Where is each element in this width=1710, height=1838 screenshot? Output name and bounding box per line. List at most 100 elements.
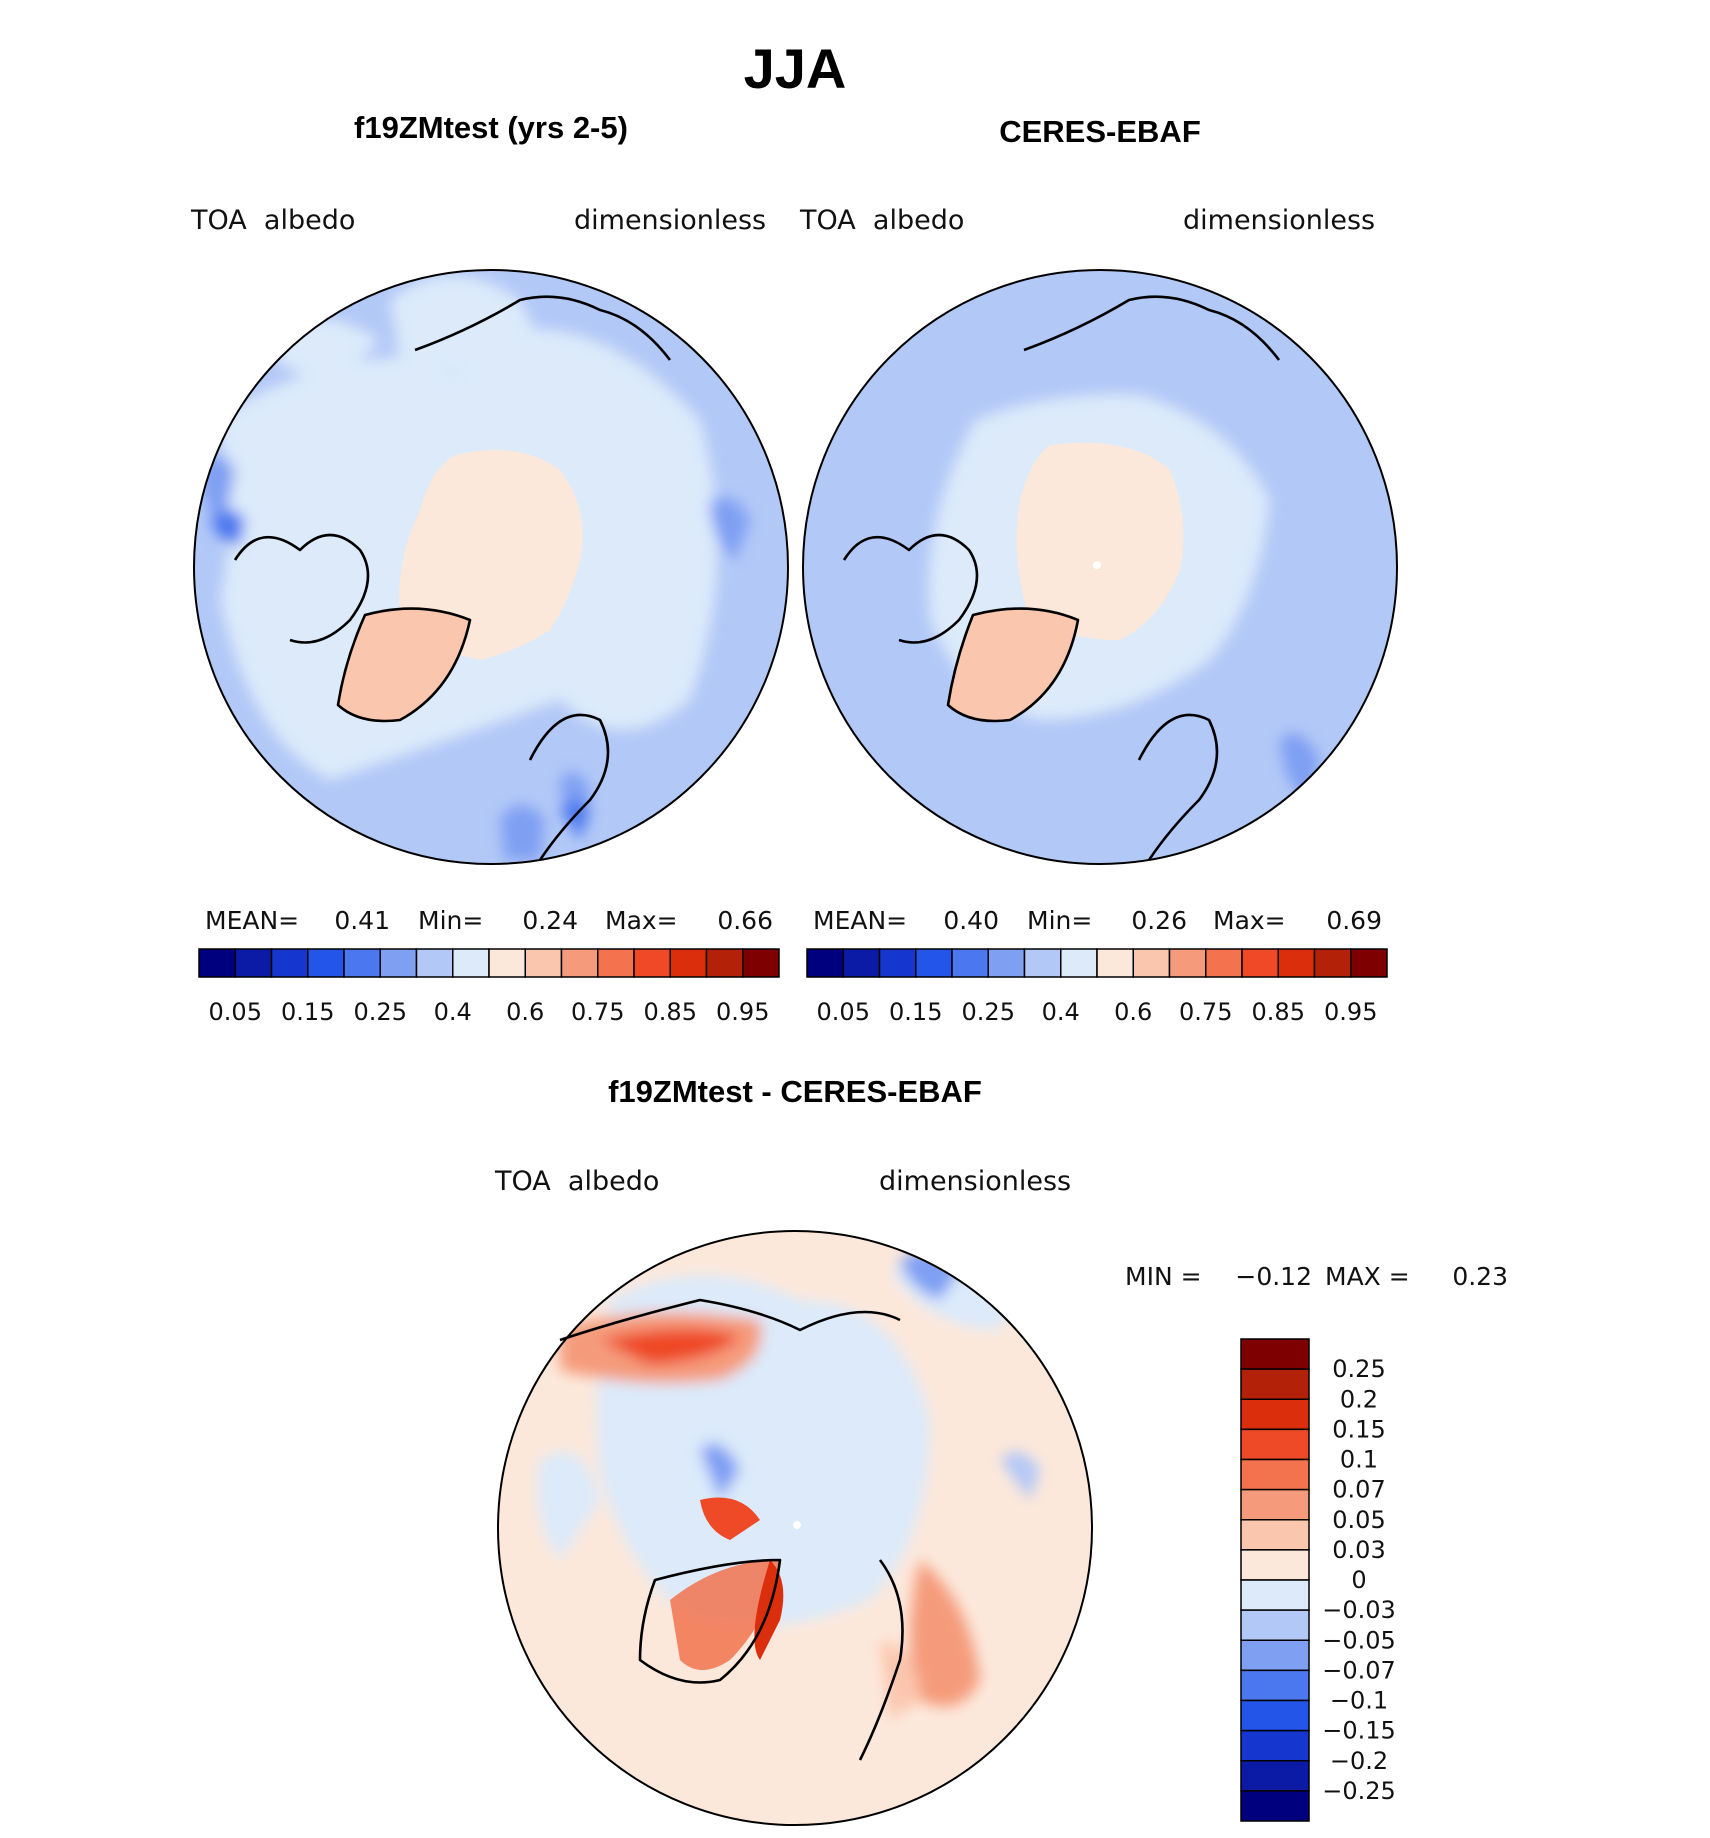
panel-model-max-value: 0.66 xyxy=(717,906,773,935)
panel-diff-colorbar-swatch xyxy=(1240,1639,1310,1672)
panel-obs-variable: TOA albedo xyxy=(799,205,964,236)
panel-obs-title: CERES-EBAF xyxy=(999,114,1201,149)
panel-obs-colorbar-swatch xyxy=(951,948,989,978)
panel-model-coast-america xyxy=(233,533,370,644)
panel-model-colorbar-swatch xyxy=(343,948,381,978)
panel-diff-colorbar-swatch xyxy=(1240,1760,1310,1792)
panel-diff-colorbar-tick-label: 0.05 xyxy=(1332,1506,1385,1534)
panel-model-colorbar-tick-label: 0.75 xyxy=(571,998,624,1026)
panel-obs-colorbar-swatch xyxy=(987,948,1026,978)
panel-diff-colorbar-tick-label: −0.25 xyxy=(1322,1777,1396,1805)
panel-diff-variable: TOA albedo xyxy=(494,1166,659,1197)
panel-obs-colorbar-swatch xyxy=(1277,948,1316,978)
panel-model-colorbar-swatch xyxy=(633,948,671,978)
panel-obs-colorbar-swatch xyxy=(1241,948,1279,978)
panel-diff-colorbar-tick-label: −0.03 xyxy=(1322,1596,1396,1624)
panel-obs-mean-value: 0.40 xyxy=(943,906,999,935)
panel-obs-colorbar-swatch xyxy=(1060,948,1098,978)
panel-model-coast-greenland xyxy=(336,607,472,723)
panel-diff-colorbar-tick-label: 0.07 xyxy=(1332,1476,1385,1504)
panel-model-colorbar-swatch xyxy=(597,948,635,978)
coastlines xyxy=(233,295,1281,1761)
panel-obs-colorbar-swatch xyxy=(842,948,881,978)
panel-model-colorbar-swatch xyxy=(270,948,309,978)
panel-model-variable: TOA albedo xyxy=(190,205,355,236)
panel-model-mean-label: MEAN= xyxy=(205,906,299,935)
panel-obs-colorbar-swatch xyxy=(1168,948,1207,978)
panel-diff-max-value: 0.23 xyxy=(1452,1262,1508,1291)
panel-diff-colorbar-swatch xyxy=(1240,1338,1310,1370)
panel-model-coast-europe xyxy=(528,713,610,861)
panel-obs-min-label: Min= xyxy=(1027,906,1092,935)
panel-diff-coast-eurasia xyxy=(559,1298,901,1342)
panel-diff-colorbar-swatch xyxy=(1240,1488,1310,1521)
panel-model-mean-value: 0.41 xyxy=(334,906,390,935)
panel-obs-colorbar-swatch xyxy=(1023,948,1062,978)
panel-obs-coast-europe xyxy=(1137,713,1219,861)
panel-model-colorbar-swatch xyxy=(669,948,708,978)
panel-model-colorbar-swatch xyxy=(452,948,490,978)
panel-obs-coast-america xyxy=(842,533,979,644)
panel-obs-colorbar-swatch xyxy=(915,948,953,978)
panel-obs-colorbar-tick-label: 0.75 xyxy=(1179,998,1232,1026)
panel-diff-colorbar-tick-label: 0.1 xyxy=(1340,1446,1378,1474)
panel-obs-colorbar-swatch xyxy=(1350,948,1388,978)
panel-obs-colorbar-swatch xyxy=(1205,948,1243,978)
panel-diff-colorbar-swatch xyxy=(1240,1609,1310,1641)
panel-model-min-value: 0.24 xyxy=(522,906,578,935)
panel-model-colorbar-swatch xyxy=(379,948,418,978)
panel-model-colorbar-swatch xyxy=(524,948,563,978)
panel-diff-map xyxy=(498,1231,1092,1825)
panel-diff-colorbar-swatch xyxy=(1240,1458,1310,1491)
panel-diff-colorbar-tick-label: 0.2 xyxy=(1340,1385,1378,1413)
panel-obs-colorbar-swatch xyxy=(878,948,917,978)
panel-model-colorbar-swatch xyxy=(198,948,236,978)
panel-model-colorbar-tick-label: 0.25 xyxy=(354,998,407,1026)
panel-model-colorbar-swatch xyxy=(705,948,744,978)
panel-diff-max-label: MAX = xyxy=(1325,1262,1410,1291)
panel-model-colorbar-tick-label: 0.05 xyxy=(209,998,262,1026)
panel-diff-colorbar-swatch xyxy=(1240,1790,1310,1822)
panel-obs-colorbar: 0.05 0.15 0.25 0.4 0.6 0.75 0.85 0.95 xyxy=(806,948,1388,1026)
panel-model-max-label: Max= xyxy=(605,906,678,935)
panel-model-colorbar-swatch xyxy=(560,948,599,978)
panel-diff-colorbar-swatch xyxy=(1240,1579,1310,1611)
panel-diff-colorbar-swatch xyxy=(1240,1699,1310,1732)
panel-diff-stats: MIN = −0.12 MAX = 0.23 xyxy=(1125,1262,1508,1291)
panel-obs-coast-eurasia xyxy=(1023,295,1281,361)
panel-obs-colorbar-swatch xyxy=(1313,948,1352,978)
panel-model-colorbar-swatch xyxy=(307,948,345,978)
panel-obs-colorbar-tick-label: 0.85 xyxy=(1252,998,1305,1026)
panel-diff-outline xyxy=(497,1230,1093,1826)
panel-model-colorbar-swatch xyxy=(742,948,780,978)
panel-obs-max-value: 0.69 xyxy=(1326,906,1382,935)
panel-model-colorbar-tick-label: 0.6 xyxy=(506,998,544,1026)
panel-diff-min-value: −0.12 xyxy=(1235,1262,1312,1291)
panel-model-title: f19ZMtest (yrs 2-5) xyxy=(354,110,628,145)
panel-model-stats: MEAN= 0.41 Min= 0.24 Max= 0.66 xyxy=(205,906,773,935)
panel-obs-mean-label: MEAN= xyxy=(813,906,907,935)
panel-diff-colorbar-swatch xyxy=(1240,1669,1310,1702)
panel-diff-title: f19ZMtest - CERES-EBAF xyxy=(608,1074,982,1109)
panel-obs-colorbar-tick-label: 0.05 xyxy=(817,998,870,1026)
panel-model-colorbar-swatch xyxy=(415,948,454,978)
panel-model-min-label: Min= xyxy=(418,906,483,935)
panel-obs-colorbar-swatch xyxy=(1096,948,1134,978)
panel-diff-colorbar-swatch xyxy=(1240,1549,1310,1581)
panel-diff-colorbar-tick-label: −0.1 xyxy=(1330,1687,1388,1715)
panel-obs-colorbar-tick-label: 0.6 xyxy=(1114,998,1152,1026)
panel-obs-colorbar-tick-label: 0.95 xyxy=(1324,998,1377,1026)
figure-title: JJA xyxy=(744,37,847,100)
panel-diff-colorbar-swatch xyxy=(1240,1519,1310,1551)
panel-model-units: dimensionless xyxy=(574,205,766,236)
panel-model-colorbar-tick-label: 0.15 xyxy=(281,998,334,1026)
panel-model-colorbar-tick-label: 0.95 xyxy=(716,998,769,1026)
panel-diff-colorbar-swatch xyxy=(1240,1729,1310,1762)
panel-obs-colorbar-swatch xyxy=(806,948,844,978)
panel-obs-colorbar-tick-label: 0.15 xyxy=(889,998,942,1026)
panel-model-map xyxy=(194,270,788,864)
panel-diff-colorbar-tick-label: 0.03 xyxy=(1332,1536,1385,1564)
panel-diff-colorbar-tick-label: −0.2 xyxy=(1330,1747,1388,1775)
panel-diff-colorbar-tick-label: 0.15 xyxy=(1332,1415,1385,1443)
panel-diff-colorbar-swatch xyxy=(1240,1428,1310,1461)
